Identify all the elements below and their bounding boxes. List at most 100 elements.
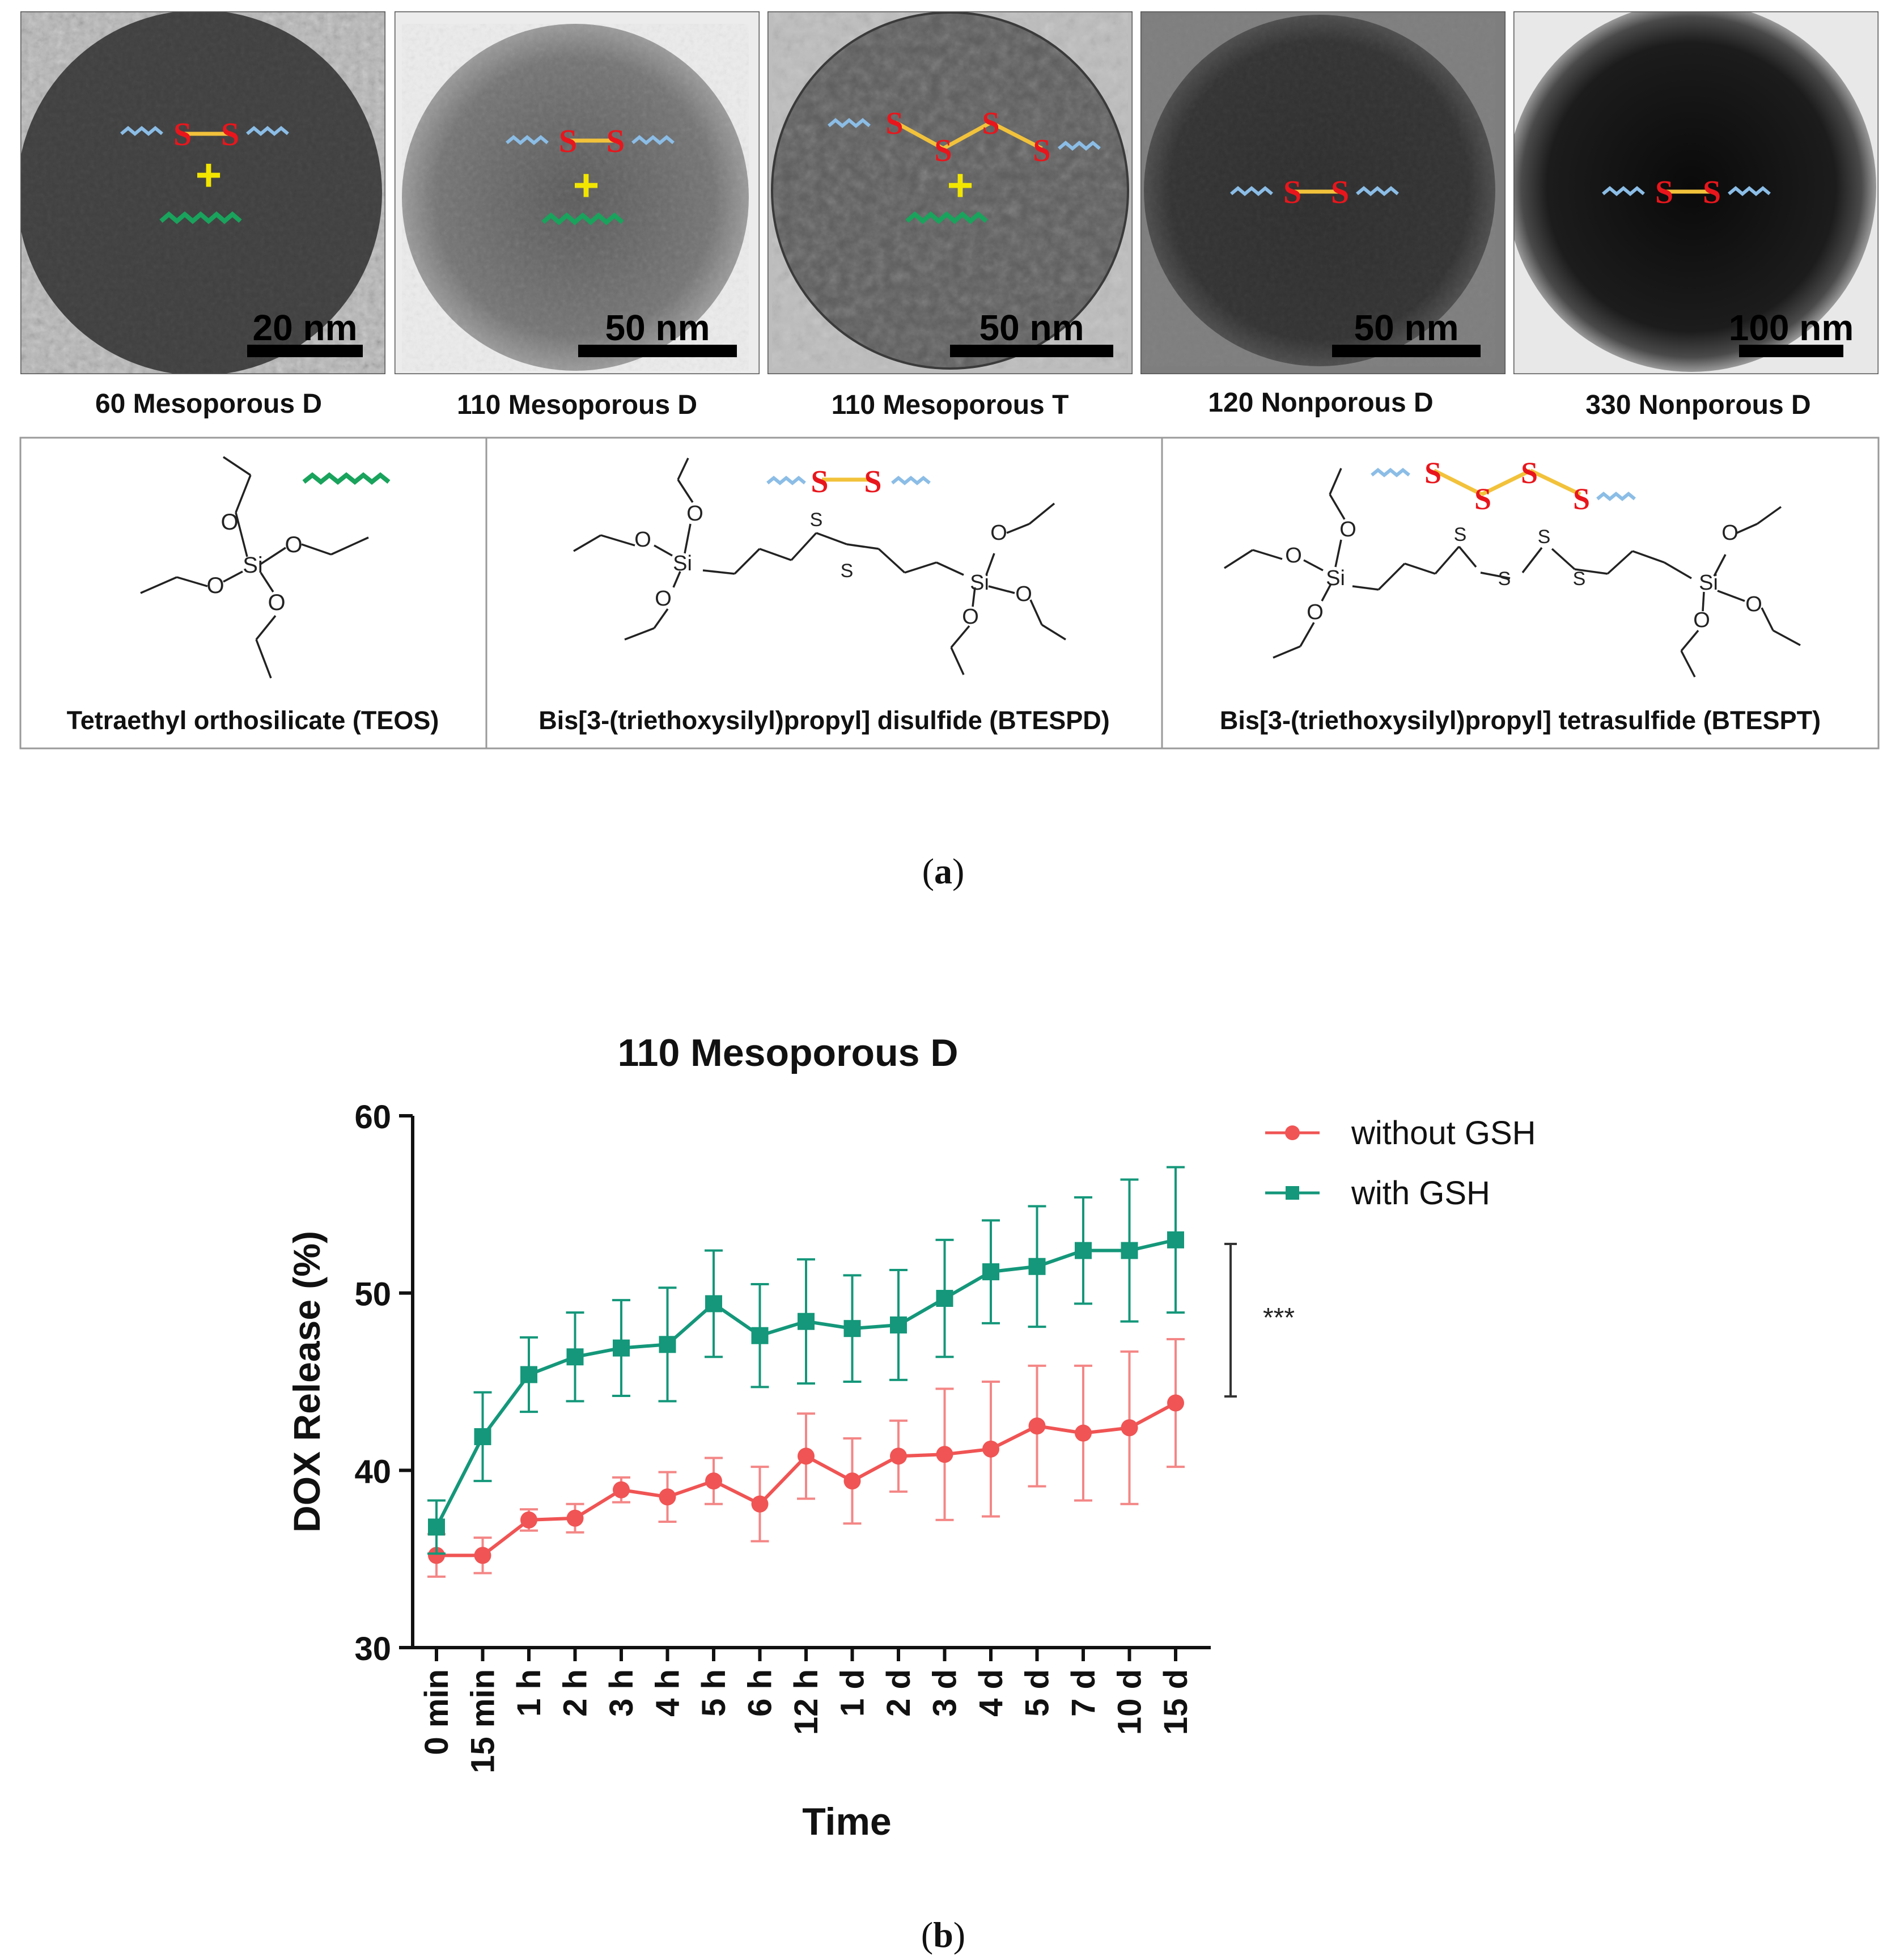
sulfur-icon: S bbox=[982, 106, 999, 141]
x-tick-label: 6 h bbox=[742, 1669, 779, 1717]
atom-label: O bbox=[1339, 518, 1356, 541]
atom-label: S bbox=[1454, 524, 1467, 545]
data-point bbox=[613, 1339, 630, 1357]
sulfur-icon: S bbox=[1331, 173, 1349, 210]
wavy-chain-icon bbox=[905, 211, 988, 225]
scale-bar-4: 50 nm bbox=[1332, 307, 1481, 357]
x-tick-label: 3 h bbox=[603, 1669, 640, 1717]
bond-icon bbox=[1433, 468, 1483, 497]
sulfur-icon: S bbox=[811, 464, 828, 499]
wavy-chain-icon bbox=[120, 126, 163, 136]
bond-icon bbox=[1481, 468, 1532, 497]
scale-bar-2: 50 nm bbox=[578, 307, 737, 357]
data-point bbox=[982, 1440, 999, 1458]
wavy-chain-icon bbox=[1371, 468, 1410, 477]
sulfur-icon: S bbox=[864, 464, 881, 499]
wavy-chain-icon bbox=[891, 476, 931, 485]
x-tick-label: 5 d bbox=[1019, 1669, 1056, 1717]
tem-image-110-mesoporous-d bbox=[395, 11, 760, 374]
tem-label: 110 Mesoporous T bbox=[832, 390, 1069, 420]
atom-label: O bbox=[634, 528, 651, 552]
x-tick-label: 7 d bbox=[1065, 1669, 1102, 1717]
atom-label: S bbox=[841, 560, 854, 582]
bond-icon bbox=[990, 120, 1043, 151]
overlay-tile-3: S S S S + bbox=[828, 106, 1101, 225]
data-point bbox=[520, 1511, 537, 1529]
x-tick-label: 4 h bbox=[650, 1669, 686, 1717]
atom-label: O bbox=[990, 521, 1007, 545]
atom-label: Si bbox=[1326, 566, 1345, 590]
atom-label: O bbox=[1721, 521, 1738, 545]
y-tick-label: 60 bbox=[354, 1099, 391, 1136]
structure-teos: O O O O Si Tetraethyl orthosilicate (TEO… bbox=[67, 456, 439, 735]
atom-label: Si bbox=[970, 571, 989, 595]
data-point bbox=[890, 1447, 907, 1465]
data-point bbox=[1121, 1419, 1138, 1437]
structure-name: Tetraethyl orthosilicate (TEOS) bbox=[67, 706, 439, 735]
scale-bar-5: 100 nm bbox=[1729, 307, 1854, 357]
data-point bbox=[474, 1547, 491, 1564]
wavy-chain-icon bbox=[766, 476, 806, 485]
scale-bar-3: 50 nm bbox=[950, 307, 1113, 357]
atom-label: O bbox=[268, 590, 285, 615]
wavy-chain-icon bbox=[1728, 186, 1771, 196]
x-tick-label: 4 d bbox=[973, 1669, 1010, 1717]
x-tick-label: 2 d bbox=[880, 1669, 917, 1717]
data-point bbox=[613, 1481, 630, 1498]
legend-marker-without-gsh bbox=[1285, 1125, 1300, 1140]
svg-text:(a): (a) bbox=[922, 851, 965, 891]
structure-btespd: O O O Si S S Si O O O S S Bis[3-(trietho… bbox=[538, 458, 1110, 735]
sulfur-icon: S bbox=[1655, 173, 1673, 210]
data-point bbox=[659, 1488, 676, 1506]
legend-label-without-gsh: without GSH bbox=[1351, 1115, 1536, 1152]
plus-icon: + bbox=[573, 160, 600, 210]
tem-label: 120 Nonporous D bbox=[1208, 388, 1433, 418]
sulfur-icon: S bbox=[173, 116, 192, 153]
sulfur-icon: S bbox=[1424, 456, 1441, 490]
atom-label: Si bbox=[243, 553, 263, 578]
sulfur-icon: S bbox=[1283, 173, 1301, 210]
x-axis-label: Time bbox=[802, 1800, 891, 1843]
atom-label: O bbox=[1307, 600, 1324, 624]
sulfur-icon: S bbox=[607, 122, 625, 159]
data-point bbox=[1167, 1231, 1184, 1248]
wavy-chain-icon bbox=[1058, 141, 1101, 151]
data-point bbox=[428, 1518, 445, 1536]
data-point bbox=[751, 1327, 769, 1344]
atom-label: O bbox=[686, 502, 703, 526]
svg-text:20 nm: 20 nm bbox=[253, 307, 358, 348]
y-axis-label: DOX Release (%) bbox=[286, 1231, 328, 1533]
sulfur-icon: S bbox=[559, 122, 577, 159]
y-tick-label: 50 bbox=[354, 1276, 391, 1313]
sulfur-icon: S bbox=[885, 106, 903, 141]
atom-label: O bbox=[1745, 592, 1762, 616]
atom-label: S bbox=[1538, 526, 1551, 548]
wavy-chain-icon bbox=[1230, 186, 1273, 196]
sulfur-icon: S bbox=[1703, 173, 1721, 210]
data-point bbox=[1121, 1242, 1138, 1259]
overlay-tile-5: S S bbox=[1602, 173, 1771, 210]
data-point bbox=[659, 1336, 676, 1353]
svg-text:(b): (b) bbox=[921, 1915, 965, 1955]
series-with-gsh bbox=[427, 1166, 1185, 1555]
sulfur-icon: S bbox=[221, 116, 239, 153]
data-point bbox=[936, 1446, 953, 1463]
x-tick-label: 1 d bbox=[834, 1669, 871, 1717]
atom-label: O bbox=[206, 573, 224, 598]
panel-b-caption: (b) bbox=[921, 1915, 965, 1955]
atom-label: O bbox=[220, 510, 238, 535]
bond-icon bbox=[894, 120, 944, 151]
wavy-chain-icon bbox=[1602, 186, 1645, 196]
sulfur-icon: S bbox=[934, 133, 952, 168]
y-tick-label: 40 bbox=[354, 1453, 391, 1490]
significance-label: *** bbox=[1263, 1303, 1295, 1333]
data-point bbox=[936, 1290, 953, 1307]
legend-label-with-gsh: with GSH bbox=[1351, 1175, 1490, 1212]
svg-text:50 nm: 50 nm bbox=[1354, 307, 1459, 348]
y-tick-label: 30 bbox=[354, 1631, 391, 1667]
data-point bbox=[1075, 1424, 1092, 1442]
plus-icon: + bbox=[947, 160, 974, 210]
sulfur-icon: S bbox=[1474, 482, 1491, 516]
data-point bbox=[566, 1348, 584, 1366]
data-point bbox=[1075, 1242, 1092, 1259]
